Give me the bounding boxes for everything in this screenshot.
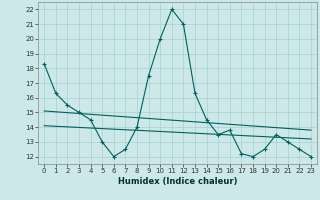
X-axis label: Humidex (Indice chaleur): Humidex (Indice chaleur) <box>118 177 237 186</box>
